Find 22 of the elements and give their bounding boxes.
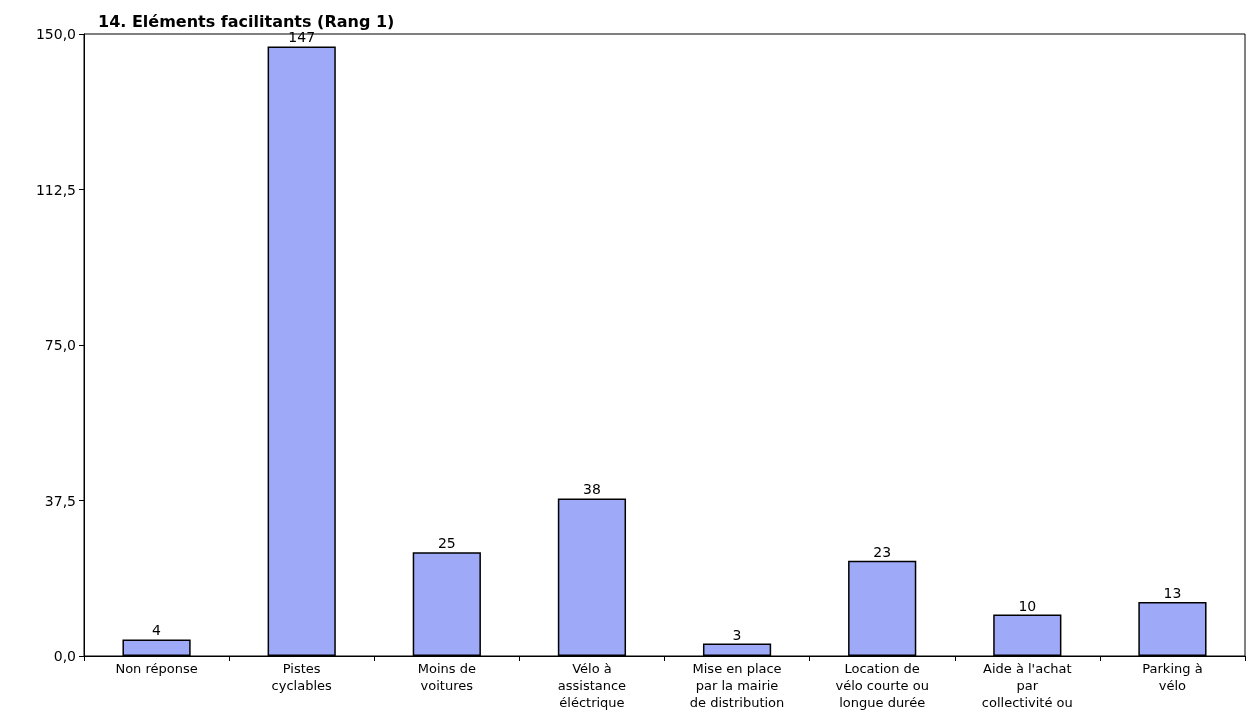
x-tick-label: Mise en place par la mairie de distribution [689,661,785,710]
y-tick-label: 37,5 [44,492,76,509]
x-tick-label: Non réponse [115,661,198,676]
y-tick-label: 75,0 [44,337,76,353]
data-label: 25 [437,535,456,552]
y-tick-label: 150,0 [35,26,76,42]
data-label: 23 [873,543,892,560]
data-label: 4 [152,622,162,639]
data-label: 38 [583,481,601,498]
x-tick-label: Aide à l'achat par collectivité ou [981,661,1073,710]
x-tick-label: Moins de voitures [417,661,476,693]
y-tick-label: 0,0 [53,648,76,664]
data-label: 10 [1018,597,1037,614]
data-label: 147 [288,29,316,46]
data-label: 3 [732,626,742,643]
data-label: 13 [1163,585,1182,602]
y-tick-label: 112,5 [35,181,76,198]
x-tick-label: Pistes cyclables [271,661,333,693]
x-tick-label: Parking à vélo [1142,661,1203,693]
x-tick-label: Location de vélo courte ou longue durée [835,661,929,710]
x-tick-label: Vélo à assistance éléctrique [557,661,627,710]
chart-title: 14. Eléments facilitants (Rang 1) [98,11,395,31]
